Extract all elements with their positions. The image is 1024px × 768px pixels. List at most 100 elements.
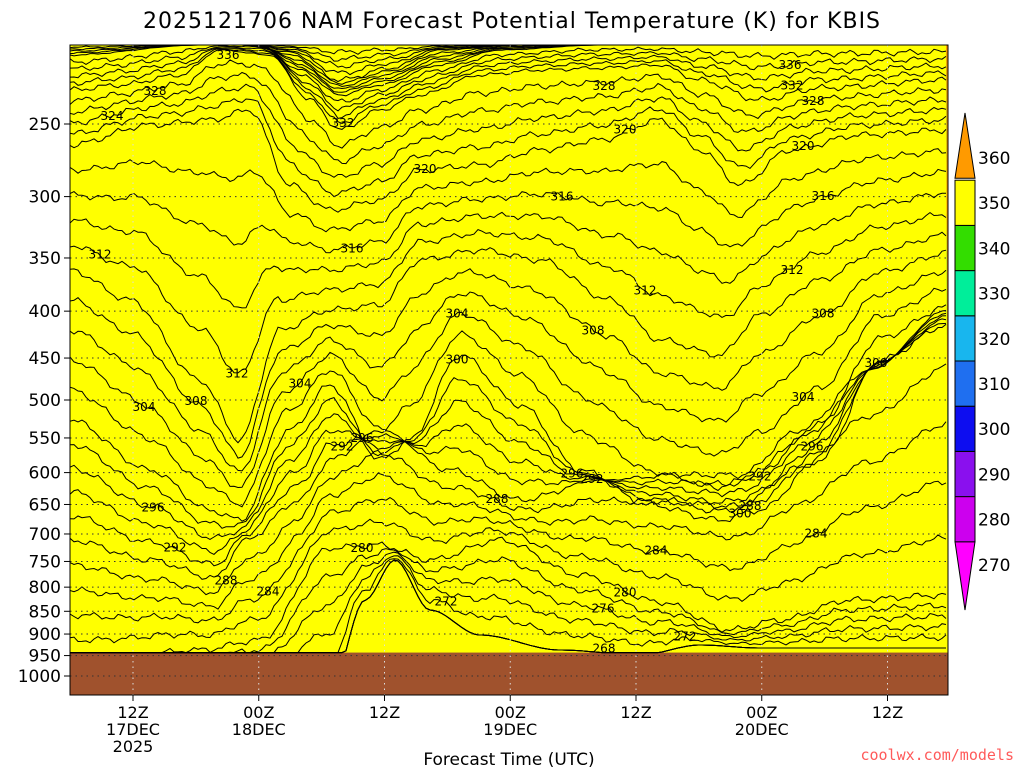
x-tick-label-top: 00Z [746,703,777,722]
contour-label-312: 312 [89,248,112,262]
contour-316 [70,168,947,254]
contour-310 [70,231,947,444]
x-tick-label-mid: 18DEC [232,720,286,739]
contour-label-304: 304 [446,306,469,320]
colorbar-label: 300 [978,420,1010,440]
contour-label-300: 300 [865,356,888,370]
contour-label-300: 300 [446,353,469,367]
colorbar-label: 280 [978,511,1010,531]
contour-label-296: 296 [142,500,165,514]
terrain-ground [70,652,948,695]
x-tick-label-top: 12Z [369,703,400,722]
contour-label-284: 284 [645,544,668,558]
colorbar: 270 280 290 300 310 320 330 340 350 360 [954,112,1010,611]
contour-342 [70,45,946,93]
contour-330 [70,49,947,130]
grid-lines [70,45,948,695]
contour-308 [70,249,947,459]
y-tick-label: 450 [29,349,61,369]
colorbar-swatch-320 [954,315,976,362]
y-tick-label: 650 [29,495,61,515]
plot-area: 336 336 328 328 328 324 332 332 320 320 320 316 316 3… [70,45,948,695]
y-tick-label: 1000 [18,667,61,687]
colorbar-label: 350 [978,194,1010,214]
colorbar-swatch-340 [954,224,976,272]
colorbar-swatch-350 [954,179,976,226]
contour-288 [70,363,947,596]
colorbar-label: 270 [978,556,1010,576]
y-tick-label: 550 [29,429,61,449]
y-tick-label: 900 [29,625,61,645]
colorbar-swatch-310 [954,360,976,407]
contour-306 [70,269,947,472]
colorbar-label: 360 [978,149,1010,169]
colorbar-swatch-290 [954,450,976,498]
x-tick-label-top: 12Z [872,703,903,722]
contour-labels: 336 336 328 328 328 324 332 332 320 320 320 316 316 3… [89,48,888,656]
contour-label-272: 272 [674,629,697,643]
y-axis: 250 300 350 400 450 500 550 600 650 700 750 800 850 9… [18,115,70,687]
plot-frame [69,44,949,696]
theta-bands [70,45,948,695]
contour-336 [70,46,947,112]
contour-348 [70,45,946,85]
contour-312 [70,211,947,374]
contour-label-316: 316 [341,242,364,256]
x-tick-label-mid: 20DEC [735,720,789,739]
contour-label-312: 312 [226,367,249,381]
colorbar-label: 340 [978,239,1010,259]
contour-314 [70,192,946,309]
contour-label-288: 288 [739,499,762,513]
contour-282 [70,518,947,644]
y-tick-label: 800 [29,578,61,598]
ground-fill [70,652,948,695]
x-tick-label-bot: 2025 [113,737,154,756]
contour-label-328: 328 [144,84,167,98]
y-tick-label: 950 [29,647,61,667]
contour-label-288: 288 [486,492,509,506]
colorbar-label: 320 [978,330,1010,350]
y-tick-label: 500 [29,391,61,411]
contour-label-304: 304 [289,377,312,391]
contour-304 [70,287,947,489]
contour-label-320: 320 [792,139,815,153]
contour-284 [70,480,947,624]
chart-title: 2025121706 NAM Forecast Potential Temper… [143,9,881,34]
x-tick-label-mid: 19DEC [483,720,537,739]
y-tick-label: 600 [29,464,61,484]
contour-326 [70,71,947,165]
contour-286 [70,421,947,610]
contour-294 [70,315,947,555]
x-tick-label-top: 12Z [620,703,651,722]
contour-label-284: 284 [257,585,280,599]
contour-label-324: 324 [101,109,124,123]
contour-label-320: 320 [614,123,637,137]
colorbar-bottom-arrow [954,541,976,611]
y-tick-label: 250 [29,115,61,135]
contour-label-304: 304 [133,400,156,414]
contour-324 [70,83,947,178]
contour-label-296: 296 [561,467,584,481]
x-tick-label-top: 00Z [243,703,274,722]
y-tick-label: 300 [29,188,61,208]
contour-label-280: 280 [351,541,374,555]
contour-label-308: 308 [185,394,208,408]
contour-302 [70,304,947,508]
colorbar-swatch-300 [954,405,976,452]
contour-320 [70,108,947,213]
contour-label-308: 308 [812,307,835,321]
y-tick-label: 850 [29,602,61,622]
colorbar-label: 330 [978,285,1010,305]
colorbar-label: 310 [978,375,1010,395]
theta-band-350 [70,45,948,695]
contour-label-336: 336 [217,48,240,62]
x-tick-label-top: 00Z [495,703,526,722]
contour-label-328: 328 [593,79,616,93]
contour-344 [70,45,946,90]
contour-label-304: 304 [792,390,815,404]
colorbar-label: 290 [978,465,1010,485]
contour-label-336: 336 [779,58,802,72]
colorbar-top-arrow [954,112,976,179]
contour-334 [70,47,947,119]
